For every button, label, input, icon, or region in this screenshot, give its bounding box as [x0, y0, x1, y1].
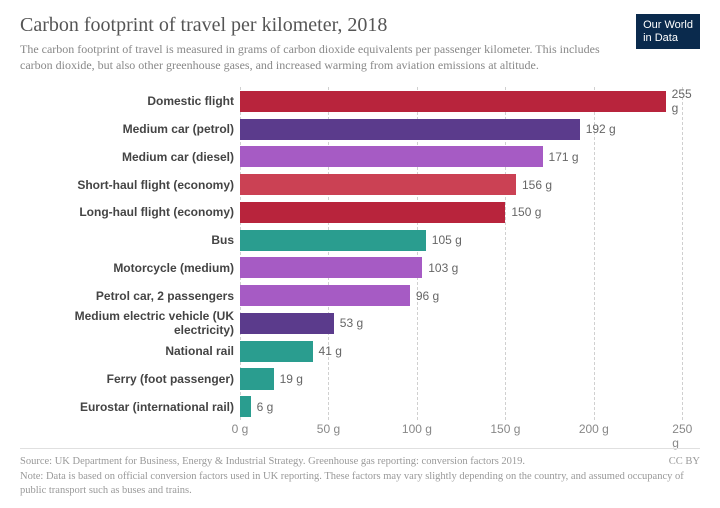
bar-track: 96 g: [240, 282, 700, 310]
bar-track: 19 g: [240, 365, 700, 393]
bar-track: 41 g: [240, 337, 700, 365]
value-label: 150 g: [511, 205, 541, 219]
bar-track: 150 g: [240, 199, 700, 227]
axis-tick: 150 g: [490, 422, 520, 436]
bar: [240, 119, 580, 140]
bar-row: Medium car (petrol) 192 g: [20, 115, 700, 143]
bar: [240, 341, 313, 362]
category-label: Ferry (foot passenger): [20, 372, 240, 386]
bar-row: Motorcycle (medium) 103 g: [20, 254, 700, 282]
value-label: 53 g: [340, 316, 363, 330]
axis-tick: 100 g: [402, 422, 432, 436]
axis-tick: 250 g: [672, 422, 692, 450]
logo-line1: Our World: [643, 19, 693, 32]
footer: Source: UK Department for Business, Ener…: [20, 448, 700, 498]
category-label: Long-haul flight (economy): [20, 205, 240, 219]
logo-line2: in Data: [643, 32, 693, 45]
bar: [240, 146, 543, 167]
note-text: Note: Data is based on official conversi…: [20, 470, 700, 498]
x-axis: 0 g50 g100 g150 g200 g250 g: [240, 420, 700, 442]
bar-row: Medium electric vehicle (UK electricity)…: [20, 309, 700, 337]
source-text: Source: UK Department for Business, Ener…: [20, 455, 700, 469]
chart-title: Carbon footprint of travel per kilometer…: [20, 14, 700, 37]
category-label: Medium car (petrol): [20, 122, 240, 136]
category-label: Short-haul flight (economy): [20, 178, 240, 192]
value-label: 103 g: [428, 261, 458, 275]
value-label: 19 g: [280, 372, 303, 386]
bar-track: 156 g: [240, 171, 700, 199]
bar-track: 255 g: [240, 87, 700, 115]
axis-tick: 200 g: [579, 422, 609, 436]
header: Carbon footprint of travel per kilometer…: [20, 14, 700, 73]
bar: [240, 285, 410, 306]
category-label: Petrol car, 2 passengers: [20, 289, 240, 303]
value-label: 96 g: [416, 289, 439, 303]
bar: [240, 174, 516, 195]
bar-row: National rail 41 g: [20, 337, 700, 365]
bar-row: Short-haul flight (economy) 156 g: [20, 171, 700, 199]
value-label: 192 g: [586, 122, 616, 136]
category-label: Medium car (diesel): [20, 150, 240, 164]
value-label: 105 g: [432, 233, 462, 247]
value-label: 6 g: [257, 400, 274, 414]
category-label: Motorcycle (medium): [20, 261, 240, 275]
bar-row: Bus 105 g: [20, 226, 700, 254]
bar-row: Domestic flight 255 g: [20, 87, 700, 115]
category-label: Medium electric vehicle (UK electricity): [20, 309, 240, 337]
bar-row: Ferry (foot passenger) 19 g: [20, 365, 700, 393]
bar-track: 105 g: [240, 226, 700, 254]
bars-area: Domestic flight 255 g Medium car (petrol) 1…: [20, 87, 700, 420]
owid-logo: Our World in Data: [636, 14, 700, 49]
value-label: 255 g: [672, 87, 700, 115]
license-text: CC BY: [669, 455, 700, 469]
bar: [240, 230, 426, 251]
axis-tick: 50 g: [317, 422, 340, 436]
bar-row: Eurostar (international rail) 6 g: [20, 393, 700, 421]
bar: [240, 91, 666, 112]
bar-row: Petrol car, 2 passengers 96 g: [20, 282, 700, 310]
bar: [240, 396, 251, 417]
value-label: 41 g: [319, 344, 342, 358]
bar: [240, 313, 334, 334]
bar-track: 171 g: [240, 143, 700, 171]
axis-tick: 0 g: [232, 422, 249, 436]
bar-row: Medium car (diesel) 171 g: [20, 143, 700, 171]
chart-container: Carbon footprint of travel per kilometer…: [0, 0, 720, 508]
category-label: Bus: [20, 233, 240, 247]
bar: [240, 257, 422, 278]
bar-row: Long-haul flight (economy) 150 g: [20, 199, 700, 227]
bar-track: 192 g: [240, 115, 700, 143]
bar-track: 103 g: [240, 254, 700, 282]
category-label: Eurostar (international rail): [20, 400, 240, 414]
category-label: National rail: [20, 344, 240, 358]
value-label: 156 g: [522, 178, 552, 192]
plot-area: Domestic flight 255 g Medium car (petrol) 1…: [20, 87, 700, 442]
bar: [240, 202, 505, 223]
bar-rows: Domestic flight 255 g Medium car (petrol) 1…: [20, 87, 700, 420]
bar-track: 53 g: [240, 309, 700, 337]
chart-subtitle: The carbon footprint of travel is measur…: [20, 41, 620, 73]
bar: [240, 368, 274, 389]
category-label: Domestic flight: [20, 94, 240, 108]
value-label: 171 g: [549, 150, 579, 164]
bar-track: 6 g: [240, 393, 700, 421]
